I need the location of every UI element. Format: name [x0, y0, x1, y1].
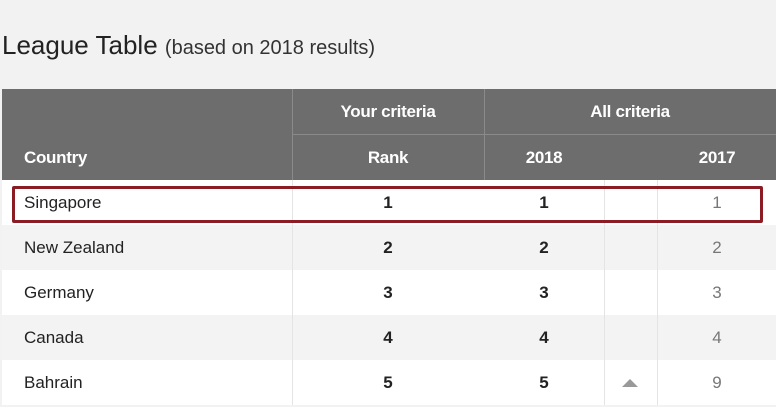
rank-2017-cell: 3 — [712, 283, 722, 302]
rank-2018-cell: 2 — [539, 238, 549, 257]
rank-2018-cell: 4 — [539, 328, 549, 347]
header-country[interactable]: Country — [24, 148, 88, 167]
table-row: New Zealand 2 2 2 — [2, 225, 776, 270]
header-group-all-criteria: All criteria — [590, 102, 670, 121]
header-2018[interactable]: 2018 — [525, 148, 563, 167]
country-cell: Singapore — [24, 193, 102, 212]
rank-2017-cell: 9 — [712, 373, 722, 392]
rank-2018-cell: 1 — [539, 193, 549, 212]
rank-cell: 3 — [383, 283, 393, 302]
up-arrow-icon — [622, 379, 638, 387]
rank-cell: 2 — [383, 238, 393, 257]
country-cell: Bahrain — [24, 373, 83, 392]
rank-cell: 5 — [383, 373, 393, 392]
table-row: Singapore 1 1 1 — [2, 180, 776, 225]
table-row: Germany 3 3 3 — [2, 270, 776, 315]
rank-2017-cell: 2 — [712, 238, 722, 257]
league-table: Your criteria All criteria Country Rank … — [2, 89, 776, 407]
title-text: League Table — [2, 30, 158, 60]
rank-2017-cell: 4 — [712, 328, 722, 347]
table-header: Your criteria All criteria Country Rank … — [2, 89, 776, 180]
header-2017[interactable]: 2017 — [698, 148, 736, 167]
rank-2017-cell: 1 — [712, 193, 722, 212]
header-divider — [292, 134, 776, 135]
rank-2018-cell: 3 — [539, 283, 549, 302]
title-subtitle: (based on 2018 results) — [164, 37, 376, 59]
rank-cell: 1 — [383, 193, 393, 212]
rank-cell: 4 — [383, 328, 393, 347]
country-cell: Germany — [24, 283, 94, 302]
country-cell: Canada — [24, 328, 84, 347]
page-title: League Table (based on 2018 results) — [2, 30, 375, 61]
table-row: Bahrain 5 5 9 — [2, 360, 776, 405]
header-rank[interactable]: Rank — [367, 148, 409, 167]
table-row: Canada 4 4 4 — [2, 315, 776, 360]
header-group-your-criteria: Your criteria — [340, 102, 436, 121]
country-cell: New Zealand — [24, 238, 125, 257]
rank-2018-cell: 5 — [539, 373, 549, 392]
